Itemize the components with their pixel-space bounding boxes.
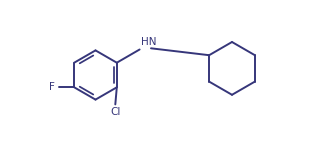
Text: Cl: Cl — [110, 107, 120, 117]
Text: F: F — [49, 82, 55, 92]
Text: HN: HN — [142, 37, 157, 47]
